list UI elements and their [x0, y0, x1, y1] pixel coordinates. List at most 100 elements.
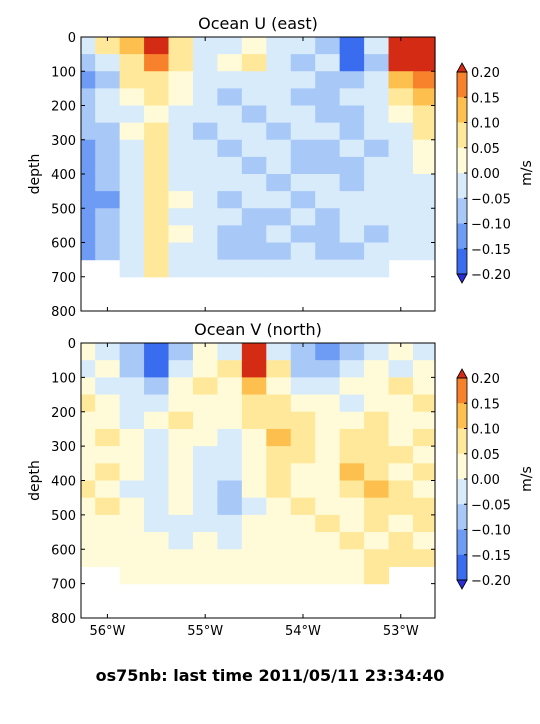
heatmap-cell [81, 411, 96, 430]
heatmap-cell [119, 480, 145, 499]
heatmap-cell [364, 156, 390, 175]
heatmap-cell [266, 343, 292, 361]
heatmap-cell [217, 259, 243, 278]
heatmap-cell [144, 343, 170, 361]
heatmap-cell [364, 360, 390, 378]
heatmap-cell [290, 514, 316, 533]
heatmap-cell [144, 122, 170, 141]
heatmap-cell [95, 463, 121, 482]
heatmap-cell [192, 139, 219, 158]
heatmap-cell [315, 394, 341, 413]
heatmap-cell [290, 174, 316, 192]
heatmap-cell [388, 463, 414, 482]
heatmap-cell [119, 394, 145, 413]
heatmap-cell [217, 463, 243, 482]
heatmap-cell [192, 549, 219, 568]
heatmap-cell [119, 411, 145, 430]
heatmap-cell [290, 122, 316, 141]
y-axis-label: depth [27, 460, 43, 501]
heatmap-cell [81, 242, 96, 261]
heatmap-cell [119, 54, 145, 72]
heatmap-cell [364, 411, 390, 430]
heatmap-cell [144, 71, 170, 89]
heatmap-cell [241, 566, 267, 585]
heatmap-cell [266, 377, 292, 396]
heatmap-cell [290, 566, 316, 585]
heatmap-cell [290, 156, 316, 175]
heatmap-cell [290, 139, 316, 158]
heatmap-cell [95, 208, 121, 226]
heatmap-cell [315, 88, 341, 107]
heatmap-cell [168, 37, 194, 55]
heatmap-cell [413, 242, 436, 261]
colorbar-extend-max [456, 368, 468, 379]
heatmap-cell [290, 377, 316, 396]
heatmap-cell [168, 139, 194, 158]
heatmap-cell [266, 208, 292, 226]
heatmap-cell [81, 549, 96, 568]
colorbar-extend-max [456, 62, 468, 73]
colorbar-tick-label: −0.20 [471, 574, 511, 589]
heatmap-cell [266, 225, 292, 244]
heatmap-cell [81, 514, 96, 533]
heatmap-cell [144, 532, 170, 550]
heatmap-cell [339, 463, 365, 482]
heatmap-cell [241, 360, 267, 378]
heatmap-cell [144, 377, 170, 396]
heatmap-cell [192, 497, 219, 516]
heatmap-cell [364, 208, 390, 226]
heatmap-cell [388, 377, 414, 396]
x-tick-label: 54°W [285, 624, 321, 639]
heatmap-cell [315, 71, 341, 89]
heatmap-cell [339, 497, 365, 516]
heatmap-cell [119, 174, 145, 192]
heatmap-cell [388, 428, 414, 447]
colorbar-tick-label: 0.00 [471, 473, 500, 488]
heatmap-cell [413, 394, 436, 413]
heatmap-cell [413, 514, 436, 533]
heatmap-cell [339, 174, 365, 192]
heatmap-cell [388, 360, 414, 378]
colorbar-extend-min [456, 579, 468, 590]
heatmap-cell [144, 191, 170, 209]
heatmap-cell [364, 37, 390, 55]
heatmap-cell [217, 122, 243, 141]
heatmap-cell [413, 446, 436, 464]
heatmap-cell [144, 463, 170, 482]
heatmap-cell [339, 71, 365, 89]
heatmap-cell [81, 532, 96, 550]
heatmap-cell [290, 411, 316, 430]
heatmap-cell [144, 105, 170, 124]
heatmap-cell [241, 411, 267, 430]
heatmap-cell [119, 259, 145, 278]
heatmap-cell [144, 497, 170, 516]
heatmap-cell [144, 88, 170, 107]
heatmap-cell [241, 428, 267, 447]
heatmap-cell [192, 225, 219, 244]
heatmap-cell [119, 105, 145, 124]
heatmap-cell [241, 191, 267, 209]
heatmap-cell [168, 497, 194, 516]
heatmap-cell [388, 532, 414, 550]
heatmap-cell [119, 463, 145, 482]
heatmap-cell [168, 480, 194, 499]
heatmap-cell [192, 242, 219, 261]
heatmap-cell [266, 428, 292, 447]
heatmap-cell [95, 428, 121, 447]
heatmap-cell [81, 497, 96, 516]
y-tick-label: 700 [51, 578, 76, 593]
colorbar-segment [457, 147, 467, 174]
heatmap-cell [217, 174, 243, 192]
heatmap-cell [217, 54, 243, 72]
heatmap-cell [413, 174, 436, 192]
colorbar-segment [457, 97, 467, 123]
heatmap-cell [217, 411, 243, 430]
colorbar-segment [457, 173, 467, 199]
heatmap-cell [119, 208, 145, 226]
heatmap-cell [119, 377, 145, 396]
heatmap-cell [81, 139, 96, 158]
heatmap-cell [119, 343, 145, 361]
heatmap-cell [266, 174, 292, 192]
colorbar-segment [457, 198, 467, 224]
heatmap-cell [81, 71, 96, 89]
